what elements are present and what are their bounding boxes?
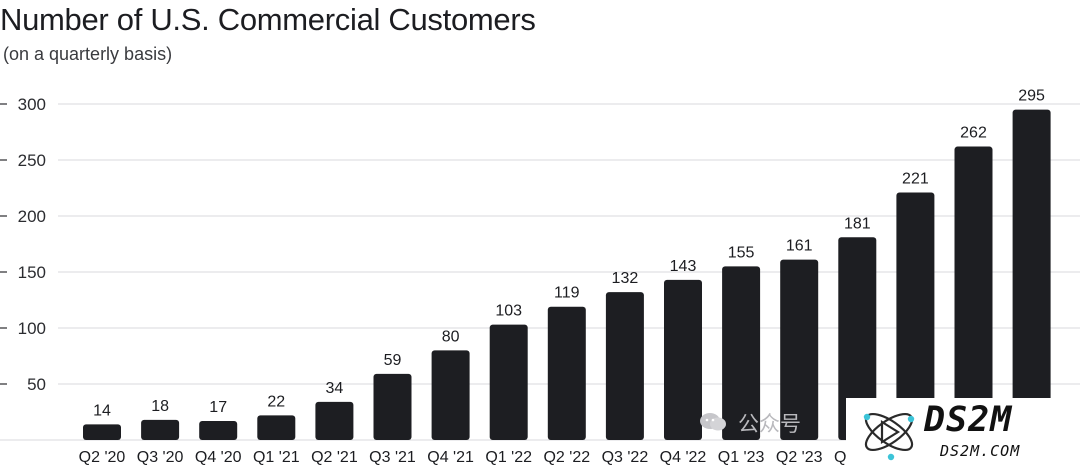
bar <box>373 373 412 440</box>
bar <box>257 415 296 440</box>
x-tick-label: Q2 '23 <box>776 449 823 466</box>
x-tick-label: Q1 '22 <box>485 449 532 466</box>
bar <box>896 192 935 440</box>
bar-value-label: 181 <box>844 215 871 232</box>
bar-value-label: 262 <box>960 125 987 142</box>
y-tick-label: 200 <box>18 207 46 226</box>
x-tick-label: Q2 '22 <box>543 449 590 466</box>
x-tick-label: Q3 '22 <box>602 449 649 466</box>
bar <box>489 324 528 440</box>
brand-logo-block: DS2M DS2M.COM <box>846 398 1080 466</box>
atom-logo-icon <box>863 412 915 461</box>
bar <box>722 266 761 440</box>
bar <box>141 419 180 440</box>
x-tick-label: Q1 '23 <box>718 449 765 466</box>
chart-title: Number of U.S. Commercial Customers <box>0 2 536 37</box>
bar-value-label: 22 <box>267 393 285 410</box>
bar <box>605 292 644 440</box>
bar-value-label: 80 <box>442 328 460 345</box>
wechat-bubble-icon <box>700 413 726 431</box>
bar-value-label: 14 <box>93 402 111 419</box>
x-tick-label: Q3 '21 <box>369 449 416 466</box>
brand-name: DS2M <box>924 400 1013 440</box>
y-tick-label: 150 <box>18 263 46 282</box>
bar <box>83 424 121 440</box>
bar-value-label: 34 <box>326 380 344 397</box>
x-tick-label: Q4 '22 <box>660 449 707 466</box>
bar-value-label: 17 <box>209 399 227 416</box>
x-tick-label: Q2 '20 <box>79 449 126 466</box>
chart-subtitle: (on a quarterly basis) <box>3 44 173 64</box>
bar <box>664 279 702 440</box>
y-tick-label: 100 <box>18 319 46 338</box>
bar <box>838 237 877 440</box>
y-tick-label: 250 <box>18 151 46 170</box>
bar <box>199 420 238 440</box>
bar-value-label: 119 <box>554 285 580 302</box>
x-tick-label: Q3 '20 <box>137 449 184 466</box>
bar <box>431 350 470 440</box>
bar-value-label: 103 <box>495 303 522 320</box>
bar <box>1012 109 1051 440</box>
bar <box>547 306 586 440</box>
y-tick-label: 50 <box>27 375 46 394</box>
bar-value-label: 155 <box>728 244 755 261</box>
bar <box>315 401 354 440</box>
bar-value-label: 18 <box>151 398 169 415</box>
y-tick-label: 300 <box>18 95 46 114</box>
x-tick-label: Q4 '21 <box>427 449 474 466</box>
bar <box>954 146 993 440</box>
brand-url: DS2M.COM <box>940 442 1021 460</box>
watermark-text: 公众号 <box>738 413 801 436</box>
bar-value-label: 161 <box>786 238 813 255</box>
bar <box>780 259 819 440</box>
bar-value-label: 143 <box>670 258 697 275</box>
bar-value-label: 59 <box>384 352 402 369</box>
bar-value-label: 221 <box>902 170 929 187</box>
x-tick-label: Q4 '20 <box>195 449 242 466</box>
x-tick-label: Q2 '21 <box>311 449 358 466</box>
bar-value-label: 132 <box>612 270 639 287</box>
bar-value-label: 295 <box>1018 88 1045 105</box>
x-tick-label: Q1 '21 <box>253 449 300 466</box>
